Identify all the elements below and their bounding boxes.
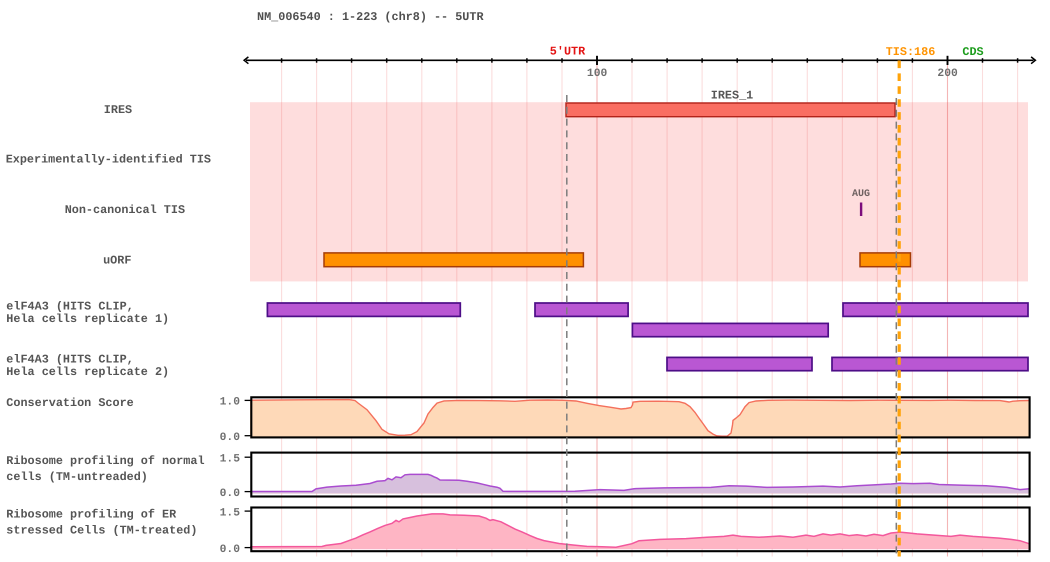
svg-text:elF4A3 (HITS CLIP,: elF4A3 (HITS CLIP,: [6, 299, 133, 313]
svg-text:5'UTR: 5'UTR: [550, 45, 586, 59]
svg-text:0.0: 0.0: [220, 544, 241, 556]
svg-text:1.0: 1.0: [220, 397, 241, 409]
svg-text:200: 200: [937, 68, 958, 80]
svg-text:Non-canonical TIS: Non-canonical TIS: [65, 203, 185, 217]
svg-text:TIS:186: TIS:186: [886, 45, 936, 59]
svg-text:0.0: 0.0: [220, 488, 241, 500]
svg-text:1.5: 1.5: [220, 507, 241, 519]
svg-text:AUG: AUG: [852, 189, 870, 200]
svg-text:IRES: IRES: [104, 103, 132, 117]
svg-text:cells (TM-untreaded): cells (TM-untreaded): [6, 470, 148, 484]
svg-text:Hela cells replicate 1): Hela cells replicate 1): [6, 312, 169, 326]
svg-text:Ribosome profiling of normal: Ribosome profiling of normal: [6, 454, 204, 468]
svg-text:Conservation Score: Conservation Score: [6, 396, 133, 410]
svg-text:elF4A3 (HITS CLIP,: elF4A3 (HITS CLIP,: [6, 353, 133, 367]
svg-text:IRES_1: IRES_1: [711, 89, 753, 103]
svg-text:Hela cells replicate 2): Hela cells replicate 2): [6, 365, 169, 379]
svg-text:stressed Cells (TM-treated): stressed Cells (TM-treated): [6, 523, 197, 537]
svg-text:Ribosome profiling of ER: Ribosome profiling of ER: [6, 507, 177, 521]
svg-text:CDS: CDS: [962, 45, 983, 59]
svg-text:0.0: 0.0: [220, 432, 241, 444]
svg-text:NM_006540 : 1-223 (chr8) -- 5U: NM_006540 : 1-223 (chr8) -- 5UTR: [257, 10, 484, 24]
svg-text:100: 100: [587, 68, 608, 80]
svg-text:Experimentally-identified TIS: Experimentally-identified TIS: [6, 152, 211, 166]
svg-text:1.5: 1.5: [220, 453, 241, 465]
svg-text:uORF: uORF: [103, 254, 131, 268]
